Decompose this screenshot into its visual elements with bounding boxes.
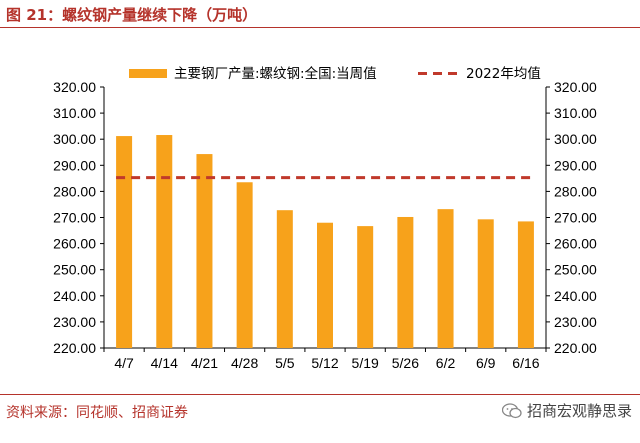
x-tick-label: 4/21 [191, 355, 218, 371]
y-tick-label: 280.00 [53, 183, 96, 199]
figure-title: 图 21：螺纹钢产量继续下降（万吨） [6, 6, 258, 24]
x-tick-label: 4/7 [114, 355, 134, 371]
y2-tick-label: 250.00 [554, 262, 597, 278]
wechat-icon [501, 402, 522, 418]
y-tick-label: 310.00 [53, 105, 96, 121]
y-tick-label: 290.00 [53, 157, 96, 173]
legend-average-label: 2022年均值 [466, 66, 541, 82]
bar [276, 210, 293, 348]
legend: 主要钢厂产量:螺纹钢:全国:当周值 2022年均值 [129, 65, 541, 82]
legend-bar-swatch [129, 69, 167, 78]
y2-tick-label: 230.00 [554, 314, 597, 330]
x-tick-label: 6/16 [512, 355, 539, 371]
legend-bar-label: 主要钢厂产量:螺纹钢:全国:当周值 [174, 65, 377, 82]
x-tick-label: 6/9 [476, 355, 496, 371]
x-tick-label: 4/14 [151, 355, 178, 371]
y2-tick-label: 240.00 [554, 288, 597, 304]
bar [477, 219, 494, 348]
bar [156, 135, 173, 348]
x-tick-label: 4/28 [231, 355, 258, 371]
x-tick-label: 5/5 [275, 355, 295, 371]
y-tick-label: 220.00 [53, 340, 96, 356]
x-tick-label: 5/19 [352, 355, 379, 371]
y-tick-label: 320.00 [53, 79, 96, 95]
footer-divider [0, 394, 640, 395]
y-tick-label: 240.00 [53, 288, 96, 304]
y-tick-label: 230.00 [53, 314, 96, 330]
bar-chart: 主要钢厂产量:螺纹钢:全国:当周值 2022年均值 4/7 4/14 4/21 4/2… [53, 65, 597, 371]
brand-name: 招商宏观静思录 [526, 402, 632, 420]
y2-tick-label: 220.00 [554, 340, 597, 356]
x-tick-label: 6/2 [436, 355, 456, 371]
y2-tick-label: 310.00 [554, 105, 597, 121]
y-tick-label: 260.00 [53, 236, 96, 252]
y2-tick-label: 280.00 [554, 183, 597, 199]
y2-tick-label: 260.00 [554, 236, 597, 252]
y-tick-label: 270.00 [53, 210, 96, 226]
bar [397, 216, 414, 348]
brand-watermark: 招商宏观静思录 [501, 400, 632, 421]
y2-tick-label: 320.00 [554, 79, 597, 95]
bar [317, 222, 333, 348]
y-tick-label: 300.00 [53, 131, 96, 147]
bar [437, 209, 454, 348]
y2-tick-label: 290.00 [554, 157, 597, 173]
x-tick-label: 5/26 [392, 355, 419, 371]
y2-tick-label: 270.00 [554, 210, 597, 226]
y2-tick-label: 300.00 [554, 131, 597, 147]
bar [357, 226, 374, 348]
source-note: 资料来源：同花顺、招商证券 [6, 405, 188, 421]
bar [517, 221, 534, 348]
x-tick-label: 5/12 [311, 355, 338, 371]
bar [196, 154, 213, 348]
bar [116, 136, 133, 348]
title-divider [0, 27, 640, 28]
bar [236, 182, 253, 348]
y-tick-label: 250.00 [53, 262, 96, 278]
